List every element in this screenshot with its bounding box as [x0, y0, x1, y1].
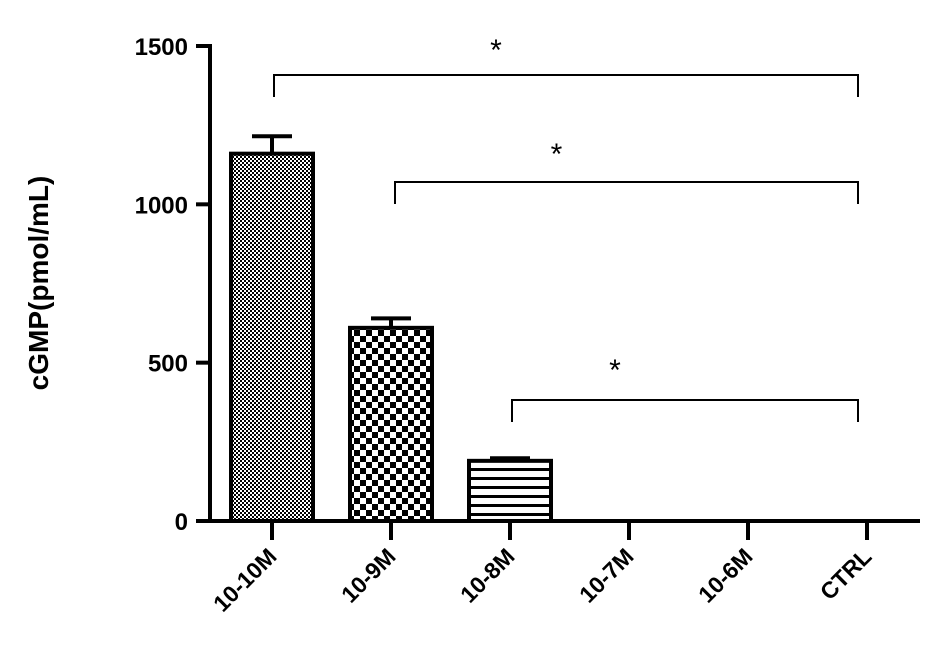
y-tick-label: 500 [148, 351, 188, 378]
error-bars [252, 134, 530, 461]
bar-10-10M [229, 151, 315, 524]
y-tick-label: 1000 [135, 192, 188, 219]
significance-star: * [490, 34, 502, 67]
x-ticks: 10-10M 10-9M 10-8M 10-7M 10-6M CTRL [208, 521, 877, 617]
error-bar [490, 456, 530, 461]
error-bar [371, 316, 411, 328]
y-tick-label: 0 [175, 509, 188, 536]
y-tick-label: 1500 [135, 34, 188, 61]
significance-bracket [394, 181, 859, 204]
bar-10-9M [348, 325, 434, 524]
x-tick-label: 10-8M [455, 543, 519, 607]
x-tick-label: 10-9M [336, 543, 400, 607]
significance-brackets: * * * [273, 34, 859, 422]
significance-star: * [551, 138, 563, 171]
bar-10-8M [467, 458, 553, 524]
y-ticks: 0 500 1000 1500 [135, 34, 210, 536]
x-tick-label: 10-6M [693, 543, 757, 607]
x-tick-label: 10-10M [208, 543, 282, 617]
significance-bracket [511, 399, 859, 422]
significance-bracket [273, 74, 859, 97]
x-tick-label: 10-7M [574, 543, 638, 607]
bars [229, 151, 553, 524]
x-tick-label: CTRL [815, 543, 877, 605]
significance-star: * [609, 354, 621, 387]
error-bar [252, 134, 292, 154]
y-axis-label: cGMP(pmol/mL) [23, 176, 54, 391]
